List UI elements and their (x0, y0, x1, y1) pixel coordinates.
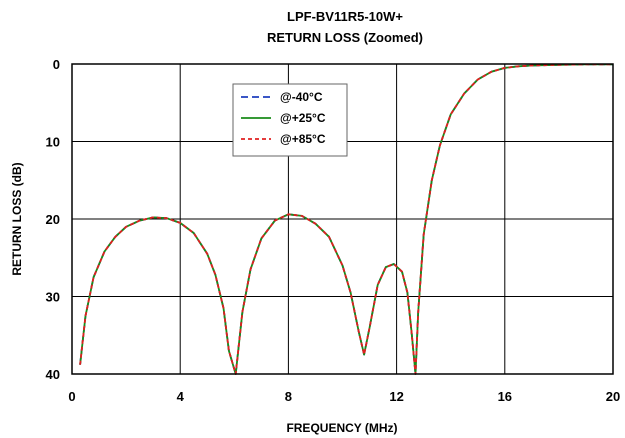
y-axis-label: RETURN LOSS (dB) (10, 162, 24, 275)
x-tick-label: 20 (606, 389, 620, 404)
legend-label-0: @-40°C (280, 90, 323, 104)
x-tick-labels: 0 4 8 12 16 20 (68, 389, 620, 404)
x-tick-label: 0 (68, 389, 75, 404)
legend-box (232, 83, 348, 157)
legend: @-40°C @+25°C @+85°C (232, 83, 348, 157)
y-tick-label: 20 (46, 212, 60, 227)
x-axis-label: FREQUENCY (MHz) (286, 421, 397, 435)
series-layer (79, 63, 613, 375)
x-tick-label: 12 (389, 389, 403, 404)
y-tick-label: 0 (53, 57, 60, 72)
x-tick-label: 4 (177, 389, 185, 404)
chart-title: LPF-BV11R5-10W+ (287, 9, 403, 24)
series-line-1 (79, 63, 613, 375)
legend-label-1: @+25°C (280, 111, 326, 125)
plot-border (71, 63, 614, 375)
chart-subtitle: RETURN LOSS (Zoomed) (267, 30, 423, 45)
x-tick-label: 8 (285, 389, 292, 404)
x-tick-label: 16 (498, 389, 512, 404)
y-tick-label: 30 (46, 290, 60, 305)
y-tick-label: 40 (46, 367, 60, 382)
y-tick-label: 10 (46, 135, 60, 150)
y-tick-labels: 0 10 20 30 40 (46, 57, 60, 382)
legend-label-2: @+85°C (280, 132, 326, 146)
